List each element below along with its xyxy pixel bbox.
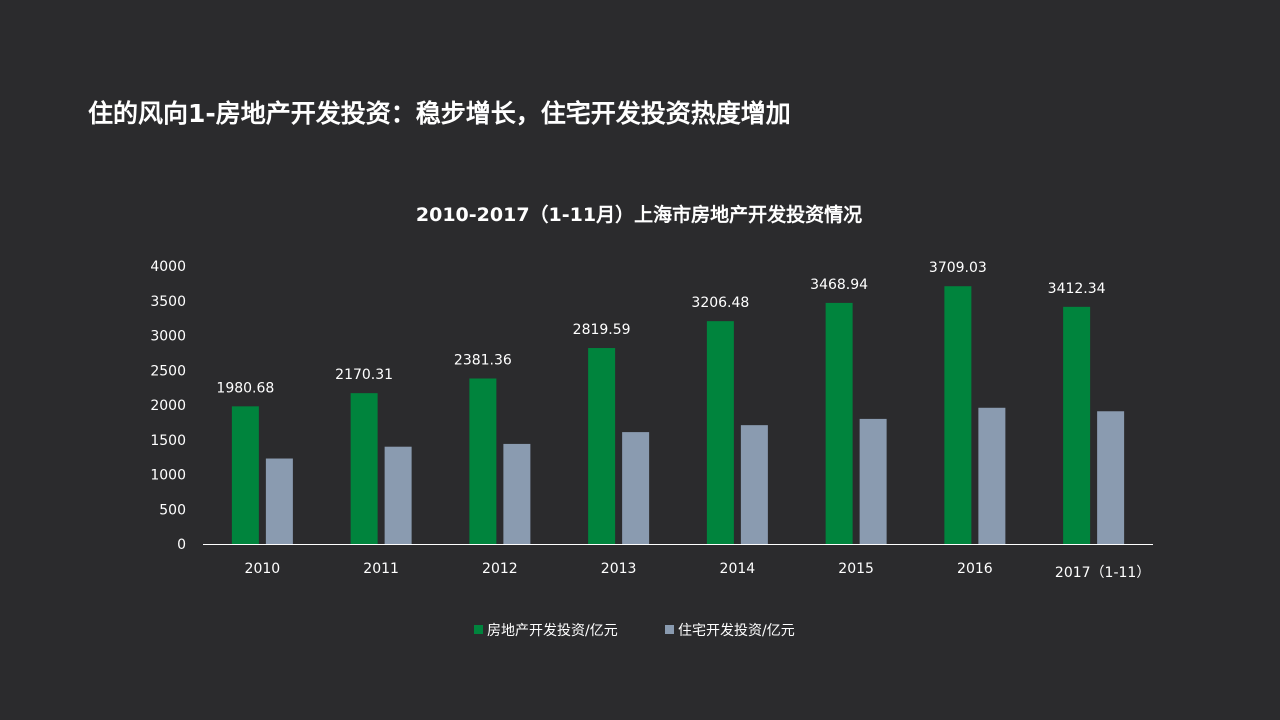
bar-series-2 (1097, 411, 1125, 544)
bar-series-1 (706, 321, 734, 544)
x-tick-label: 2015 (838, 561, 874, 577)
bar-series-2 (622, 432, 650, 544)
y-tick-label: 0 (177, 537, 186, 553)
y-tick-label: 1500 (150, 433, 186, 449)
chart-title: 2010-2017（1-11月）上海市房地产开发投资情况 (416, 203, 862, 226)
y-tick-label: 3000 (150, 329, 186, 345)
y-axis: 0 500 1000 1500 2000 2500 3000 3500 4000 (150, 259, 186, 553)
legend-swatch (665, 625, 674, 634)
data-label: 3709.03 (929, 260, 987, 276)
bars (231, 286, 1125, 544)
data-label: 1980.68 (216, 380, 274, 396)
data-label: 3412.34 (1048, 281, 1106, 297)
x-tick-label: 2013 (601, 561, 637, 577)
bar-series-1 (350, 393, 378, 544)
bar-series-1 (944, 286, 972, 544)
bar-series-2 (503, 443, 531, 544)
y-tick-label: 500 (159, 502, 186, 518)
y-tick-label: 1000 (150, 468, 186, 484)
bar-series-1 (825, 302, 853, 544)
legend-swatch (474, 625, 483, 634)
data-label: 3468.94 (810, 277, 868, 293)
y-tick-label: 3500 (150, 294, 186, 310)
bar-series-2 (265, 458, 293, 544)
y-tick-label: 2500 (150, 363, 186, 379)
x-tick-label: 2016 (957, 561, 993, 577)
bar-series-1 (231, 406, 259, 544)
x-tick-label: 2017（1-11） (1055, 565, 1150, 581)
x-tick-label: 2010 (245, 561, 281, 577)
legend-label: 房地产开发投资/亿元 (487, 623, 618, 639)
y-tick-label: 2000 (150, 398, 186, 414)
bar-series-2 (978, 407, 1006, 544)
slide-title: 住的风向1-房地产开发投资：稳步增长，住宅开发投资热度增加 (88, 99, 791, 128)
bar-series-2 (384, 446, 412, 544)
legend-label: 住宅开发投资/亿元 (678, 623, 795, 639)
bar-series-2 (859, 418, 887, 544)
bar-series-2 (740, 425, 768, 544)
x-tick-label: 2011 (363, 561, 399, 577)
bar-series-1 (469, 378, 497, 544)
y-tick-label: 4000 (150, 259, 186, 275)
data-label: 3206.48 (691, 295, 749, 311)
legend: 房地产开发投资/亿元 住宅开发投资/亿元 (474, 623, 795, 639)
x-axis: 2010 2011 2012 2013 2014 2015 2016 2017（1-11） (203, 544, 1153, 581)
bar-series-1 (588, 348, 616, 544)
data-label: 2170.31 (335, 367, 393, 383)
x-tick-label: 2012 (482, 561, 518, 577)
data-label: 2819.59 (573, 322, 631, 338)
data-label: 2381.36 (454, 352, 512, 368)
bar-series-1 (1063, 306, 1091, 544)
data-labels: 1980.68 2170.31 2381.36 2819.59 3206.48 3468.… (216, 260, 1105, 396)
x-tick-label: 2014 (720, 561, 756, 577)
